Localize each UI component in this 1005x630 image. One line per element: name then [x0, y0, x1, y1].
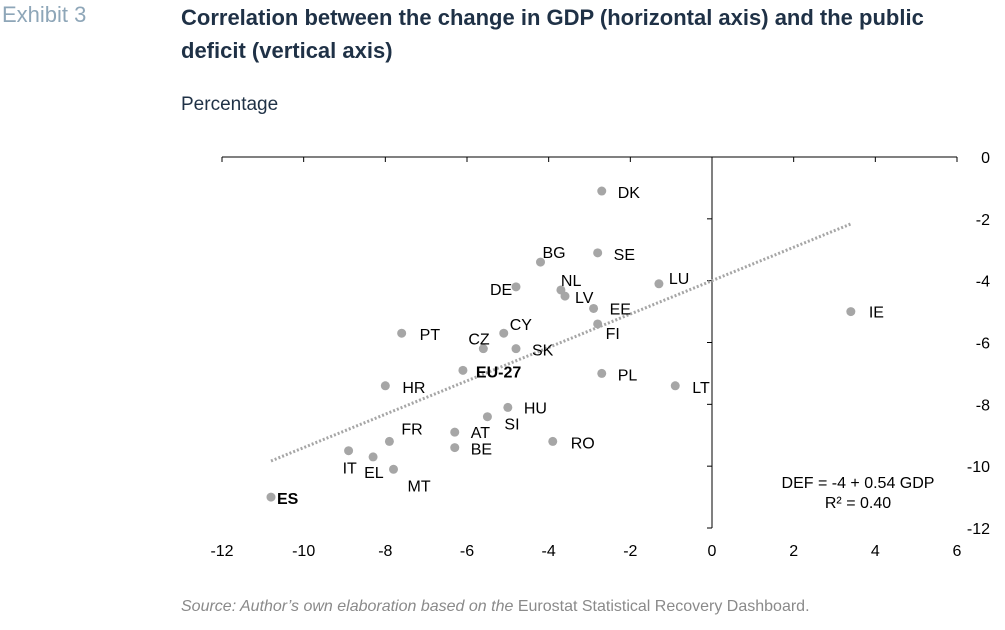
data-point — [397, 328, 407, 338]
chart-title: Correlation between the change in GDP (h… — [181, 5, 924, 63]
x-tick-label: -4 — [542, 543, 556, 560]
data-point — [482, 412, 492, 422]
y-tick-label: -4 — [976, 274, 990, 291]
exhibit-label: Exhibit 3 — [2, 2, 87, 27]
x-tick-label: 6 — [953, 543, 962, 560]
point-label: ES — [277, 491, 299, 508]
data-point — [511, 344, 521, 354]
data-point — [654, 279, 664, 289]
point-label: IE — [869, 305, 884, 322]
x-tick-label: -10 — [292, 543, 315, 560]
y-tick-label: -12 — [967, 521, 990, 538]
data-point — [846, 307, 856, 317]
data-point — [389, 464, 398, 474]
r-squared-text: R² = 0.40 — [825, 495, 891, 512]
point-label: EU-27 — [476, 364, 521, 381]
x-tick-label: -8 — [378, 543, 392, 560]
data-point — [560, 291, 570, 301]
y-tick-label: 0 — [981, 150, 990, 167]
point-label: RO — [571, 435, 595, 452]
point-label: EE — [610, 301, 631, 318]
x-tick-label: 0 — [708, 543, 717, 560]
data-point — [589, 303, 599, 313]
point-label: HU — [524, 400, 547, 417]
trend-line — [270, 222, 852, 463]
point-labels: DK SE BG LU NL DE LV EE IE FI PT CY CZ SK EU-27 PL HR LT H… — [277, 185, 884, 508]
point-label: IT — [343, 461, 357, 478]
data-point — [597, 368, 607, 378]
source-prefix: Source: Author’s own elaboration based o… — [181, 598, 518, 615]
point-label: CZ — [468, 332, 490, 349]
data-point — [478, 344, 488, 354]
scatter-chart: -12 -10 -8 -6 -4 -2 0 2 4 6 0 -2 -4 -6 -8 -10 -12 DK SE BG… — [210, 150, 990, 560]
data-point — [593, 248, 603, 258]
data-point — [450, 427, 460, 437]
source-name: Eurostat Statistical Recovery Dashboard — [517, 598, 806, 615]
y-tick-label: -10 — [967, 459, 990, 476]
equation-text: DEF = -4 + 0.54 GDP — [782, 475, 935, 492]
point-label: FI — [606, 326, 620, 343]
point-label: LV — [575, 290, 594, 307]
point-label: HR — [402, 380, 425, 397]
data-point — [450, 443, 460, 453]
point-label: SE — [614, 247, 635, 264]
point-label: EL — [364, 465, 384, 482]
point-label: MT — [408, 478, 431, 495]
data-point — [597, 186, 607, 196]
data-point — [593, 319, 603, 329]
x-tick-label: -6 — [460, 543, 474, 560]
x-tick-label: 2 — [789, 543, 798, 560]
unit-label: Percentage — [181, 94, 279, 115]
data-point — [368, 452, 378, 462]
point-label: LU — [669, 271, 689, 288]
point-label: PT — [420, 327, 441, 344]
data-point — [458, 365, 468, 375]
x-tick-label: -2 — [623, 543, 637, 560]
point-label: PL — [618, 367, 638, 384]
point-label: BG — [543, 245, 566, 262]
data-point — [384, 436, 394, 446]
data-point — [670, 381, 680, 391]
data-point — [266, 492, 276, 502]
point-label: NL — [561, 273, 582, 290]
point-label: LT — [692, 380, 710, 397]
data-point — [344, 446, 354, 456]
source-suffix: . — [805, 598, 810, 615]
x-tick-label: -12 — [210, 543, 233, 560]
source-note: Source: Author’s own elaboration based o… — [181, 598, 810, 616]
y-tick-label: -2 — [976, 212, 990, 229]
axes: -12 -10 -8 -6 -4 -2 0 2 4 6 0 -2 -4 -6 -8 -10 -12 — [210, 150, 990, 560]
point-label: CY — [510, 317, 533, 334]
point-label: DK — [618, 185, 641, 202]
point-label: SI — [504, 417, 519, 434]
data-point — [511, 282, 521, 292]
point-label: SK — [532, 343, 554, 360]
data-point — [499, 328, 509, 338]
x-tick-label: 4 — [871, 543, 880, 560]
data-point — [503, 402, 513, 412]
y-tick-label: -6 — [976, 336, 990, 353]
data-points — [266, 186, 856, 502]
data-point — [548, 436, 558, 446]
point-label: AT — [471, 425, 490, 442]
point-label: FR — [401, 421, 422, 438]
point-label: DE — [490, 282, 512, 299]
y-tick-label: -8 — [976, 397, 990, 414]
data-point — [380, 381, 390, 391]
data-point — [536, 257, 545, 267]
point-label: BE — [471, 442, 492, 459]
